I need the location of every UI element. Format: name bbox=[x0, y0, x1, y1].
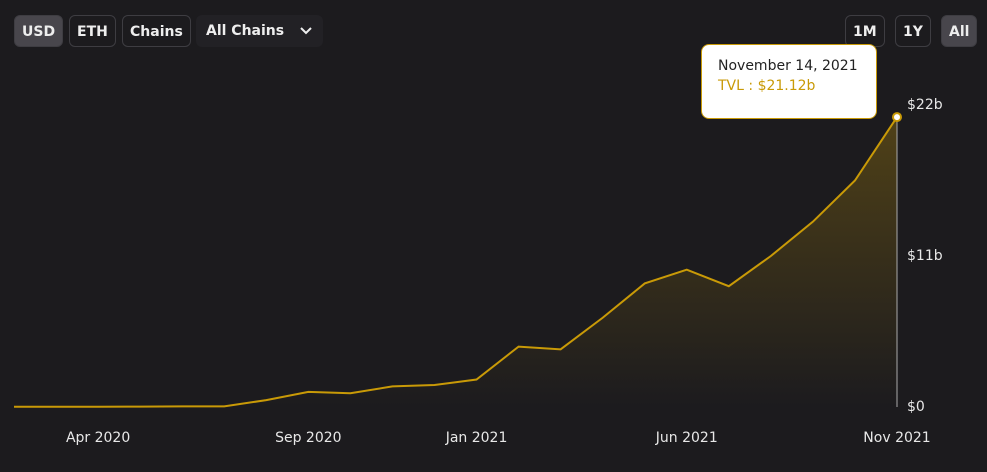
x-tick-label: Nov 2021 bbox=[863, 430, 930, 446]
chains-button[interactable]: Chains bbox=[122, 15, 191, 47]
hover-point bbox=[892, 112, 902, 123]
chevron bbox=[300, 27, 312, 35]
chain-select-label: All Chains bbox=[206, 23, 285, 39]
x-tick-label: Jun 2021 bbox=[655, 430, 718, 446]
area bbox=[14, 117, 897, 407]
x-tick-label: Jan 2021 bbox=[445, 430, 508, 446]
tooltip-value-label: $21.12b bbox=[757, 78, 816, 94]
tooltip-series: TVL : bbox=[718, 78, 754, 94]
y-tick-label: $22b bbox=[907, 97, 943, 113]
x-tick-label: Sep 2020 bbox=[275, 430, 341, 446]
tooltip-value: TVL : $21.12b bbox=[718, 78, 876, 94]
x-tick-label: Apr 2020 bbox=[66, 430, 130, 446]
y-tick-label: $0 bbox=[907, 399, 925, 415]
usd-button[interactable]: USD bbox=[14, 15, 64, 47]
y-tick-label: $11b bbox=[907, 248, 943, 264]
tooltip-date: November 14, 2021 bbox=[718, 58, 858, 74]
range-1m[interactable]: 1M bbox=[845, 15, 885, 47]
range-1y[interactable]: 1Y bbox=[895, 15, 931, 47]
range-all[interactable]: All bbox=[941, 15, 978, 47]
tooltip: November 14, 2021 TVL : $21.12b bbox=[701, 44, 877, 119]
chain-select[interactable]: All Chains bbox=[196, 15, 323, 47]
line bbox=[14, 116, 898, 408]
eth-button[interactable]: ETH bbox=[69, 15, 116, 47]
